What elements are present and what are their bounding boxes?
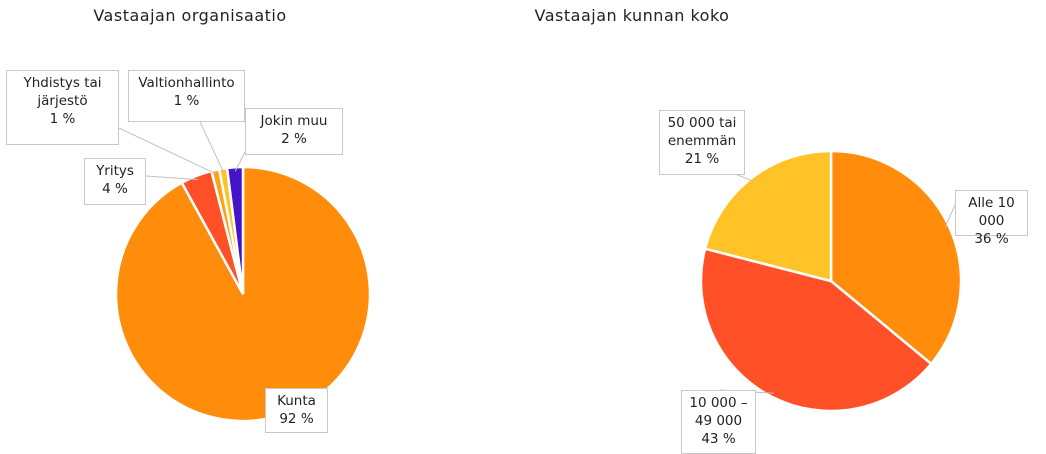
value-label: 92 % — [279, 411, 314, 427]
data-label: Jokin muu 2 % — [245, 108, 343, 155]
pie-slice — [703, 149, 833, 283]
category-label: 50 000 tai enemmän — [667, 115, 737, 149]
value-label: 2 % — [281, 131, 307, 147]
category-label: 10 000 – 49 000 — [689, 395, 748, 429]
leader-line — [118, 127, 217, 175]
data-label: Yritys 4 % — [84, 158, 146, 205]
chart-title: Vastaajan kunnan koko — [534, 6, 730, 25]
category-label: Yritys — [96, 163, 134, 179]
data-label: Yhdistys tai järjestö 1 % — [6, 70, 119, 145]
leader-line — [944, 204, 956, 228]
data-label: Alle 10 000 36 % — [955, 190, 1028, 247]
data-label: Valtionhallinto 1 % — [128, 70, 245, 122]
value-label: 36 % — [974, 231, 1009, 247]
value-label: 1 % — [49, 111, 76, 127]
value-label: 21 % — [684, 151, 720, 167]
pie-slice — [829, 149, 963, 366]
category-label: Alle 10 000 — [968, 195, 1015, 229]
leader-line — [234, 151, 246, 172]
data-label: 10 000 – 49 000 43 % — [681, 390, 756, 454]
category-label: Yhdistys tai järjestö — [23, 75, 102, 109]
category-label: Kunta — [277, 393, 316, 409]
leader-line — [145, 175, 198, 181]
pie-slice — [225, 165, 245, 295]
category-label: Valtionhallinto — [138, 75, 235, 91]
category-label: Jokin muu — [260, 113, 328, 129]
chart-title: Vastaajan organisaatio — [93, 6, 287, 25]
pie-slice — [699, 247, 933, 413]
value-label: 1 % — [173, 93, 200, 109]
data-label: Kunta 92 % — [265, 388, 328, 433]
leader-line — [199, 121, 225, 173]
value-label: 43 % — [701, 431, 736, 447]
value-label: 4 % — [102, 181, 128, 197]
data-label: 50 000 tai enemmän 21 % — [659, 110, 745, 175]
